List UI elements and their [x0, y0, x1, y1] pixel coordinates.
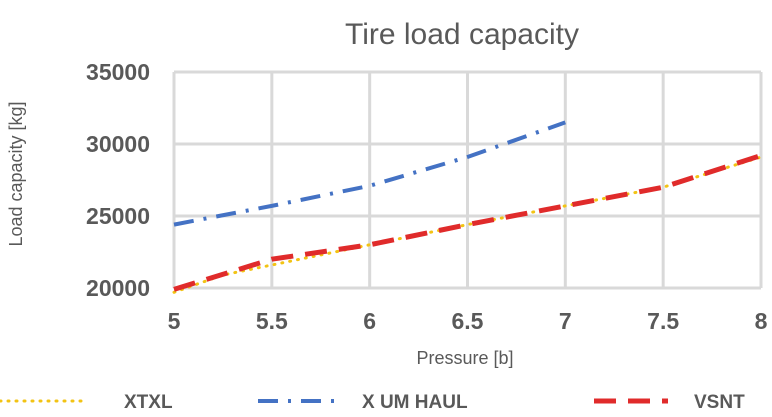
- y-tick-label: 35000: [86, 59, 150, 85]
- y-tick-label: 25000: [86, 203, 150, 229]
- x-tick-label: 6: [363, 308, 376, 334]
- x-tick-label: 8: [755, 308, 768, 334]
- x-tick-label: 7: [559, 308, 572, 334]
- legend: XTXL X UM HAUL VSNT: [0, 392, 745, 413]
- chart-title: Tire load capacity: [345, 18, 579, 51]
- x-axis-label: Pressure [b]: [416, 348, 513, 368]
- tick-labels: 20000 25000 30000 35000 5 5.5 6 6.5 7 7.5 8: [86, 59, 768, 334]
- legend-label: X UM HAUL: [362, 392, 468, 412]
- legend-label: XTXL: [124, 392, 173, 412]
- series-lines: [172, 120, 763, 294]
- x-tick-label: 5: [168, 308, 181, 334]
- grid-lines: [172, 70, 763, 290]
- x-tick-label: 6.5: [452, 308, 484, 334]
- y-axis-label: Load capacity [kg]: [6, 101, 26, 246]
- legend-label: VSNT: [694, 392, 745, 412]
- x-tick-label: 7.5: [647, 308, 679, 334]
- x-tick-label: 5.5: [256, 308, 288, 334]
- y-tick-label: 20000: [86, 275, 150, 301]
- y-tick-label: 30000: [86, 131, 150, 157]
- series-line-vsnt: [173, 153, 762, 292]
